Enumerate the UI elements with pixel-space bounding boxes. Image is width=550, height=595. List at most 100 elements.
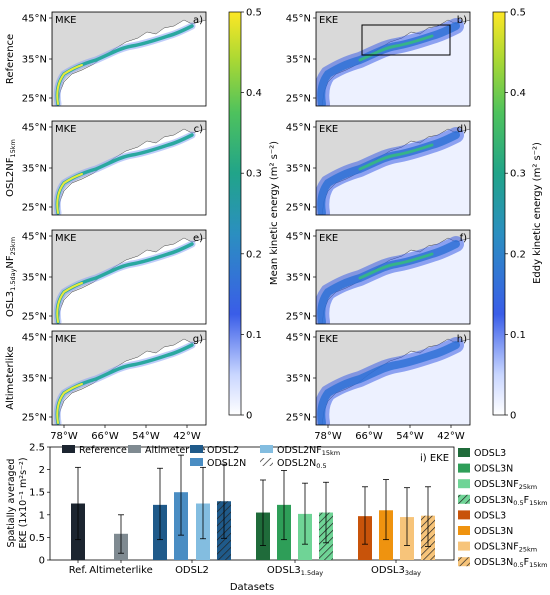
legend-swatch: [62, 445, 75, 453]
lat-tick-label: 45°N: [22, 232, 47, 243]
panel-letter: a): [193, 15, 203, 26]
panel-letter: d): [457, 124, 467, 135]
legend-swatch: [458, 448, 470, 457]
lat-tick-label: 25°N: [286, 312, 311, 323]
lon-tick-label: 66°W: [355, 431, 383, 442]
eddy-band-peak: [358, 143, 434, 171]
y-tick-label: 0.5: [29, 533, 45, 544]
mke-label: MKE: [55, 124, 77, 135]
map-content: [52, 121, 206, 215]
group-label-sub: 3day: [405, 569, 421, 577]
lat-tick-label: 35°N: [286, 374, 311, 385]
eke-label: EKE: [319, 124, 338, 135]
panel-letter: c): [194, 124, 203, 135]
group-label-main: ODSL3: [267, 565, 301, 576]
legend-label: ODSL3: [474, 510, 506, 521]
y-axis-label-line1: Spatially averaged: [6, 459, 17, 548]
eddy-band-peak: [358, 252, 434, 280]
lon-tick-label: 54°W: [132, 431, 160, 442]
lat-tick-label: 35°N: [22, 164, 47, 175]
legend-label: ODSL3N0.5F15km: [474, 495, 547, 507]
legend-label: ODSL2: [207, 445, 239, 456]
lat-tick-label: 45°N: [22, 123, 47, 134]
group-label: ODSL33day: [371, 565, 421, 577]
lon-tick-label: 78°W: [314, 431, 342, 442]
lat-tick-label: 25°N: [286, 413, 311, 424]
row-label-main: OSL3: [5, 291, 16, 317]
legend-label: ODSL2NF15km: [277, 445, 340, 457]
map-content: [316, 230, 470, 324]
legend-label: Altimeterlike: [145, 445, 206, 456]
eke-label: EKE: [319, 233, 338, 244]
colorbar-tick-label: 0.4: [510, 88, 526, 99]
colorbar-tick-label: 0.3: [246, 169, 262, 180]
legend-swatch-hatch: [458, 494, 470, 504]
group-label: ODSL2: [175, 565, 209, 576]
panel-letter: b): [457, 15, 467, 26]
colorbar-tick-label: 0.2: [510, 249, 526, 260]
legend-swatch: [190, 445, 203, 453]
lat-tick-label: 35°N: [286, 55, 311, 66]
mke-map-panel: MKE e) 45°N 35°N 25°N: [22, 229, 207, 325]
lat-tick-label: 25°N: [22, 413, 47, 424]
colorbar-tick-label: 0.5: [246, 8, 262, 19]
y-tick-label: 0: [39, 556, 45, 567]
legend-swatch: [458, 479, 470, 489]
legend-swatch: [190, 458, 203, 466]
eke-map-panel: EKE f) 45°N 35°N 25°N: [286, 229, 471, 325]
lat-tick-label: 35°N: [286, 273, 311, 284]
legend-right: ODSL3 ODSL3N ODSL3NF25km ODSL3N0.5F15km ODSL…: [458, 448, 547, 569]
eke-label: EKE: [319, 15, 338, 26]
mke-map-panel: MKE c) 45°N 35°N 25°N: [22, 120, 207, 216]
row-label-tail-sub: 25km: [9, 237, 17, 255]
x-axis-label: Datasets: [230, 582, 274, 593]
row-label-sub: 15km: [9, 139, 17, 157]
row-label: OSL31.5dayNF25km: [5, 237, 17, 317]
legend-label: ODSL3N: [474, 526, 513, 537]
mke-label: MKE: [55, 15, 77, 26]
eke-map-panel: EKE b) 45°N 35°N 25°N: [286, 11, 471, 107]
legend-label: ODSL3: [474, 448, 506, 459]
lat-tick-label: 45°N: [286, 232, 311, 243]
gulf-stream-peak: [56, 64, 83, 105]
mke-map-panel: MKE g) 45°N 35°N 25°N: [22, 330, 207, 426]
colorbar-tick-label: 0.1: [510, 330, 526, 341]
row-label-tail: NF: [5, 255, 16, 268]
bar-chart: 00.511.522.5 Ref. Altimeterlike ODSL2 ODSL3…: [6, 443, 547, 594]
colorbar-tick-label: 0: [510, 411, 516, 422]
lat-tick-label: 45°N: [22, 333, 47, 344]
map-content: [316, 331, 470, 425]
gulf-stream-peak: [56, 383, 83, 424]
lat-tick-label: 45°N: [286, 333, 311, 344]
map-content: [316, 12, 470, 106]
lat-tick-label: 35°N: [22, 273, 47, 284]
legend-swatch: [458, 463, 470, 473]
group-label: Ref.: [69, 565, 88, 576]
lat-tick-label: 45°N: [22, 14, 47, 25]
colorbar-tick-label: 0: [246, 411, 252, 422]
y-axis-label-line2: EKE (1x10⁻¹ m²s⁻²): [18, 457, 29, 548]
colorbar-tick-label: 0.2: [246, 249, 262, 260]
lat-tick-label: 25°N: [22, 203, 47, 214]
lon-tick-label: 42°W: [437, 431, 465, 442]
y-tick-label: 1.5: [29, 488, 45, 499]
legend-label: ODSL3N: [474, 464, 513, 475]
map-panels: MKE a) 45°N 35°N 25°N EKE b) 45°N 35°N 25°N Refere…: [5, 11, 471, 426]
colorbar-tick-label: 0.3: [510, 169, 526, 180]
y-axis: 0 0.5 1 1.5 2 2.5: [29, 443, 50, 567]
legend-label: Reference: [79, 445, 127, 456]
group-label: Altimeterlike: [89, 565, 153, 576]
eke-map-panel: EKE d) 45°N 35°N 25°N: [286, 120, 471, 216]
mke-label: MKE: [55, 334, 77, 345]
group-label: ODSL31.5day: [267, 565, 323, 577]
legend-swatch: [260, 445, 273, 453]
lat-tick-label: 35°N: [22, 374, 47, 385]
row-label: OSL2NF15km: [5, 139, 17, 197]
gulf-stream-peak: [56, 173, 83, 214]
row-label-sub: 1.5day: [9, 268, 17, 290]
map-content: [52, 331, 206, 425]
panel-letter: h): [457, 334, 467, 345]
lat-tick-label: 25°N: [22, 94, 47, 105]
legend-swatch: [458, 510, 470, 520]
mke-colorbar: 0.5 0.4 0.3 0.2 0.1 0 Mean kinetic energy (m²…: [228, 8, 280, 422]
